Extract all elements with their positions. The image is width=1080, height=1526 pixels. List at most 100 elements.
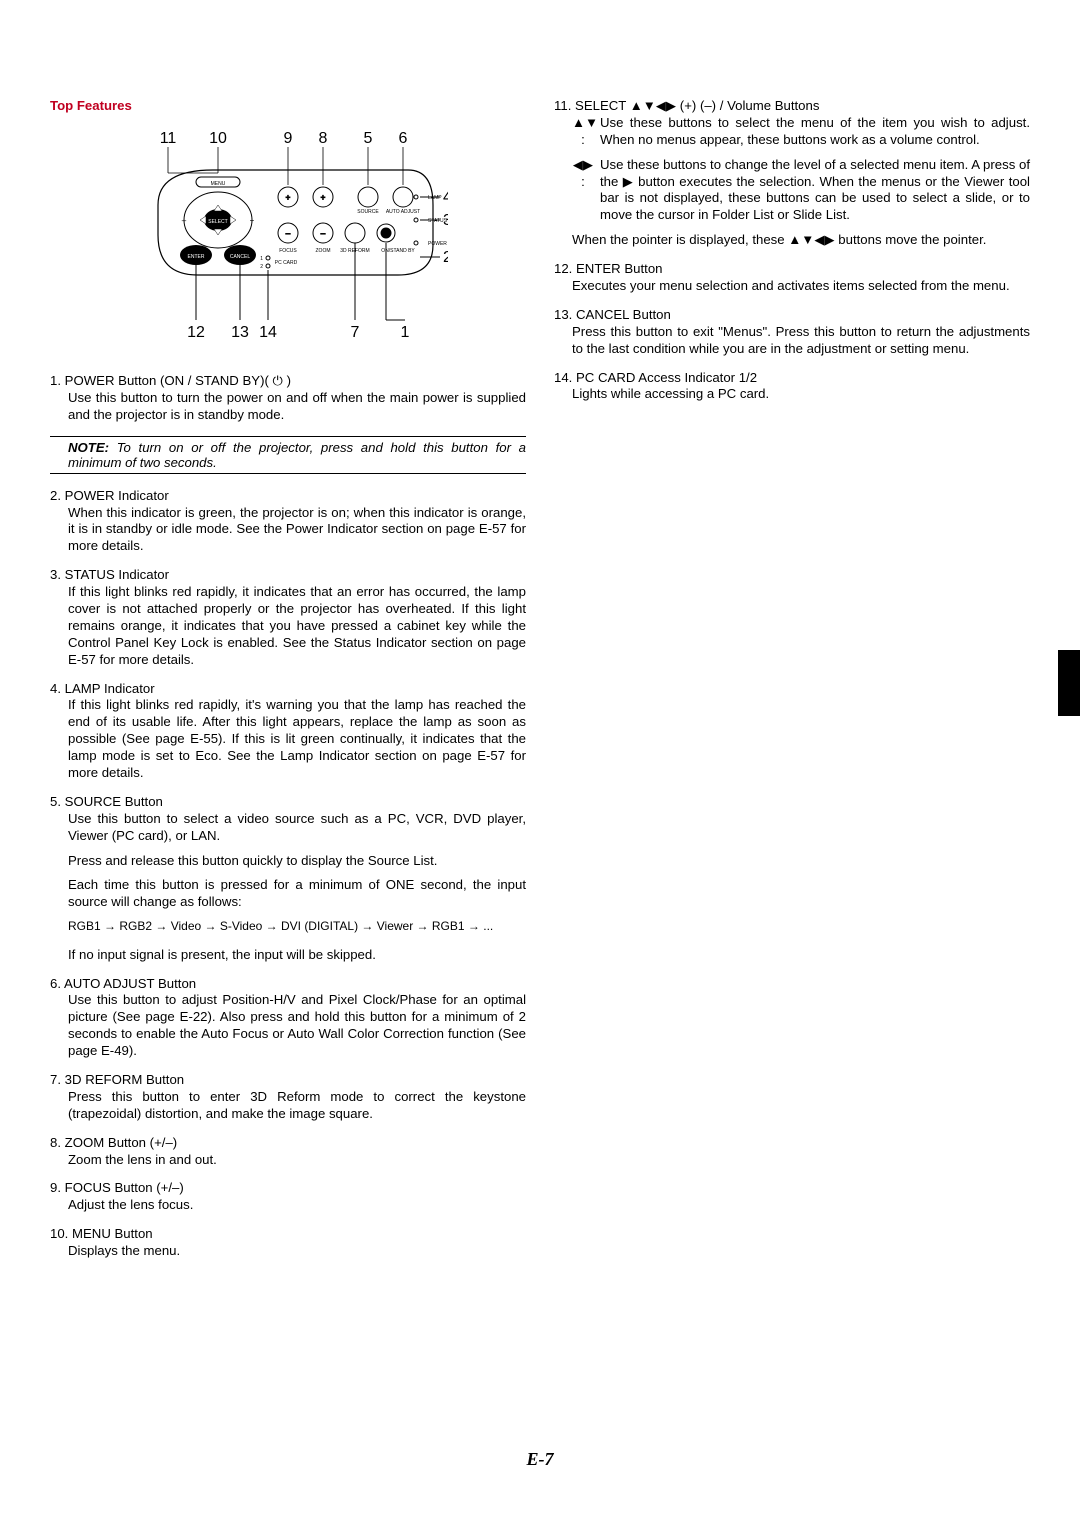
svg-text:13: 13: [231, 324, 249, 341]
svg-text:–: –: [182, 216, 187, 225]
feature-item-6: 6. AUTO ADJUST Button Use this button to…: [50, 976, 526, 1060]
item-num: 14.: [554, 370, 572, 385]
svg-text:CANCEL: CANCEL: [230, 254, 251, 260]
svg-text:ENTER: ENTER: [188, 254, 205, 260]
feature-item-2: 2. POWER Indicator When this indicator i…: [50, 488, 526, 556]
item-body: Executes your menu selection and activat…: [554, 278, 1030, 295]
updown-icon: ▲▼ :: [572, 115, 594, 149]
item-body2: Press and release this button quickly to…: [50, 853, 526, 870]
item-num: 9.: [50, 1180, 61, 1195]
feature-item-4: 4. LAMP Indicator If this light blinks r…: [50, 681, 526, 782]
top-features-heading: Top Features: [50, 98, 526, 113]
item-body3: Each time this button is pressed for a m…: [50, 877, 526, 911]
item-title: FOCUS Button (+/–): [65, 1180, 184, 1195]
item-title: CANCEL Button: [576, 307, 671, 322]
item-title: POWER Button (ON / STAND BY)( ⏻ ): [65, 373, 291, 388]
note-box: NOTE: To turn on or off the projector, p…: [50, 436, 526, 474]
item-title: MENU Button: [72, 1226, 153, 1241]
item-body: Use this button to turn the power on and…: [50, 390, 526, 424]
item-sub1: Use these buttons to select the menu of …: [600, 115, 1030, 149]
svg-text:+: +: [286, 193, 291, 202]
svg-text:2: 2: [443, 249, 448, 266]
item-num: 3.: [50, 567, 61, 582]
item-sub2: Use these buttons to change the level of…: [600, 157, 1030, 225]
feature-item-8: 8. ZOOM Button (+/–) Zoom the lens in an…: [50, 1135, 526, 1169]
item-body: Use this button to select a video source…: [50, 811, 526, 845]
svg-text:11: 11: [160, 130, 177, 147]
item-num: 1.: [50, 373, 61, 388]
item-title: POWER Indicator: [65, 488, 169, 503]
svg-text:MENU: MENU: [211, 181, 226, 187]
leftright-icon: ◀▶ :: [572, 157, 594, 225]
page-number: E-7: [0, 1449, 1080, 1470]
svg-text:14: 14: [259, 324, 277, 341]
item-title: SOURCE Button: [65, 794, 163, 809]
item-num: 7.: [50, 1072, 61, 1087]
feature-item-9: 9. FOCUS Button (+/–) Adjust the lens fo…: [50, 1180, 526, 1214]
feature-item-1: 1. POWER Button (ON / STAND BY)( ⏻ ) Use…: [50, 373, 526, 424]
feature-item-14: 14. PC CARD Access Indicator 1/2 Lights …: [554, 370, 1030, 404]
svg-text:8: 8: [319, 130, 328, 147]
svg-text:SELECT: SELECT: [208, 219, 227, 225]
control-panel-diagram: 11 10 9 8 5 6 MENU SELECT: [128, 125, 448, 345]
svg-text:–: –: [286, 229, 291, 238]
svg-text:+: +: [250, 216, 255, 225]
item-tail: When the pointer is displayed, these ▲▼◀…: [554, 232, 1030, 249]
item-body: When this indicator is green, the projec…: [50, 505, 526, 556]
item-body: If this light blinks red rapidly, it ind…: [50, 584, 526, 668]
item-num: 11.: [554, 98, 571, 113]
svg-text:1: 1: [260, 256, 263, 262]
svg-text:SOURCE: SOURCE: [357, 209, 379, 215]
item-title: STATUS Indicator: [65, 567, 169, 582]
item-title: 3D REFORM Button: [65, 1072, 184, 1087]
svg-text:3: 3: [443, 212, 448, 229]
item-title: LAMP Indicator: [65, 681, 155, 696]
source-sequence: RGB1 → RGB2 → Video → S-Video → DVI (DIG…: [50, 919, 526, 934]
item-title: ZOOM Button (+/–): [65, 1135, 178, 1150]
note-label: NOTE:: [68, 440, 109, 455]
svg-text:AUTO ADJUST: AUTO ADJUST: [386, 209, 420, 215]
feature-item-12: 12. ENTER Button Executes your menu sele…: [554, 261, 1030, 295]
item-body: Use this button to adjust Position-H/V a…: [50, 992, 526, 1060]
item-body4: If no input signal is present, the input…: [50, 947, 526, 964]
svg-text:–: –: [321, 229, 326, 238]
svg-text:+: +: [321, 193, 326, 202]
feature-item-7: 7. 3D REFORM Button Press this button to…: [50, 1072, 526, 1123]
item-num: 8.: [50, 1135, 61, 1150]
item-num: 10.: [50, 1226, 68, 1241]
svg-text:7: 7: [351, 324, 360, 341]
item-num: 5.: [50, 794, 61, 809]
item-body: Displays the menu.: [50, 1243, 526, 1260]
feature-item-13: 13. CANCEL Button Press this button to e…: [554, 307, 1030, 358]
item-title: AUTO ADJUST Button: [64, 976, 196, 991]
item-num: 4.: [50, 681, 61, 696]
feature-item-5: 5. SOURCE Button Use this button to sele…: [50, 794, 526, 964]
item-body: Adjust the lens focus.: [50, 1197, 526, 1214]
svg-text:POWER: POWER: [428, 241, 447, 247]
item-title: ENTER Button: [576, 261, 663, 276]
item-num: 13.: [554, 307, 572, 322]
item-title: PC CARD Access Indicator 1/2: [576, 370, 757, 385]
feature-item-11: 11. SELECT ▲▼◀▶ (+) (–) / Volume Buttons…: [554, 98, 1030, 249]
svg-text:2: 2: [260, 264, 263, 270]
item-body: Zoom the lens in and out.: [50, 1152, 526, 1169]
svg-text:FOCUS: FOCUS: [279, 248, 297, 254]
item-body: If this light blinks red rapidly, it's w…: [50, 697, 526, 781]
item-body: Press this button to enter 3D Reform mod…: [50, 1089, 526, 1123]
note-text: To turn on or off the projector, press a…: [68, 440, 526, 470]
svg-text:6: 6: [399, 130, 408, 147]
item-title: SELECT ▲▼◀▶ (+) (–) / Volume Buttons: [575, 98, 819, 113]
svg-text:12: 12: [187, 324, 205, 341]
svg-text:ZOOM: ZOOM: [316, 248, 331, 254]
item-body: Press this button to exit "Menus". Press…: [554, 324, 1030, 358]
feature-item-3: 3. STATUS Indicator If this light blinks…: [50, 567, 526, 668]
svg-text:1: 1: [401, 324, 410, 341]
item-body: Lights while accessing a PC card.: [554, 386, 1030, 403]
item-num: 2.: [50, 488, 61, 503]
svg-text:PC CARD: PC CARD: [275, 260, 298, 266]
feature-item-10: 10. MENU Button Displays the menu.: [50, 1226, 526, 1260]
item-num: 6.: [50, 976, 61, 991]
svg-text:LAMP: LAMP: [428, 195, 442, 201]
svg-text:4: 4: [443, 189, 448, 206]
svg-text:9: 9: [284, 130, 293, 147]
